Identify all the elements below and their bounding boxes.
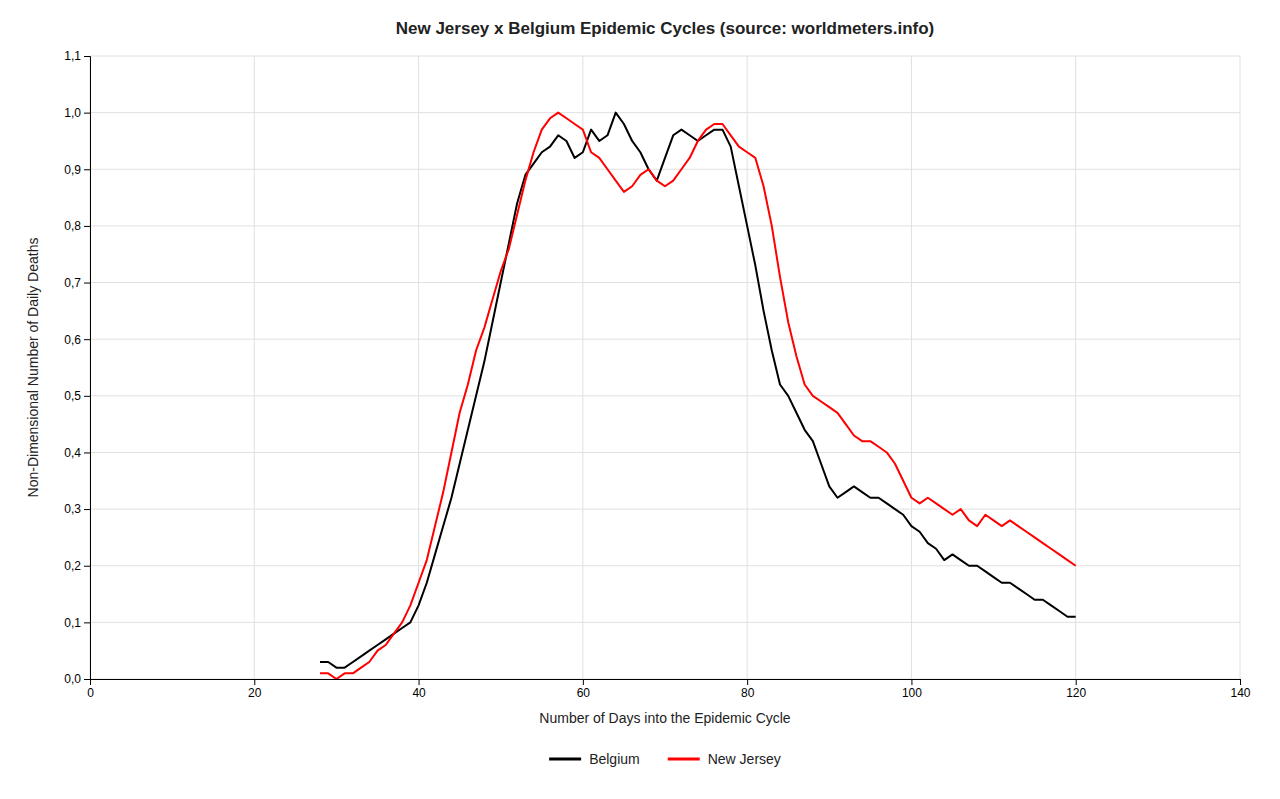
y-tick-mark [84,56,90,57]
y-axis-line [84,57,91,680]
y-tick: 0,6 [64,333,90,347]
grid [90,56,1240,679]
y-tick-label: 0,8 [64,219,81,233]
y-axis: 0,0 0,1 0,2 0,3 0,4 0,5 0,6 0,7 0,8 0,9 1,0 1,1 [64,49,90,686]
y-tick: 0,7 [64,276,90,290]
x-tick-mark [747,679,748,685]
x-grid-line [254,56,255,679]
y-grid-line [90,452,1240,453]
y-tick-mark [84,509,90,510]
y-grid-line [90,509,1240,510]
legend-label: Belgium [589,751,640,767]
x-grid-line [1240,56,1241,679]
y-tick-label: 0,1 [64,616,81,630]
y-tick-label: 0,5 [64,389,81,403]
y-grid-line [90,225,1240,226]
y-grid-line [90,339,1240,340]
x-tick-mark [583,679,584,685]
y-tick: 0,3 [64,502,90,516]
y-tick-label: 0,3 [64,502,81,516]
x-tick-label: 40 [412,686,426,700]
legend-swatch [549,758,581,761]
y-tick-mark [84,113,90,114]
x-tick-label: 140 [1230,686,1250,700]
y-tick: 0,9 [64,163,90,177]
x-grid-line [747,56,748,679]
y-tick-label: 1,0 [64,106,81,120]
y-tick: 1,1 [64,49,90,63]
y-grid-line [90,622,1240,623]
x-axis-title: Number of Days into the Epidemic Cycle [539,710,791,726]
legend-swatch [668,758,700,761]
y-tick-mark [84,396,90,397]
plot-area [320,113,1076,679]
y-tick: 0,2 [64,559,90,573]
y-grid-line [90,395,1240,396]
y-tick-label: 0,0 [64,672,81,686]
x-tick: 0 [87,679,94,700]
x-tick-mark [254,679,255,685]
x-tick: 140 [1230,679,1250,700]
y-grid-line [90,56,1240,57]
y-tick: 1,0 [64,106,90,120]
series-line [320,113,1076,668]
x-tick-label: 80 [741,686,755,700]
x-tick-label: 60 [577,686,591,700]
y-grid-line [90,565,1240,566]
x-tick: 40 [412,679,426,700]
y-tick: 0,0 [64,672,90,686]
y-tick-mark [84,283,90,284]
x-tick: 20 [248,679,262,700]
series-line [320,113,1076,679]
y-tick-mark [84,679,90,680]
y-tick: 0,1 [64,616,90,630]
x-tick: 80 [741,679,755,700]
y-tick-mark [84,169,90,170]
y-tick-label: 0,9 [64,163,81,177]
y-axis-title: Non-Dimensional Number of Daily Deaths [25,238,41,498]
x-tick-mark [911,679,912,685]
x-tick: 120 [1066,679,1086,700]
y-tick-mark [84,452,90,453]
y-tick-label: 0,2 [64,559,81,573]
y-tick-label: 1,1 [64,49,81,63]
x-tick-label: 20 [248,686,262,700]
x-tick: 100 [902,679,922,700]
y-tick-label: 0,4 [64,446,81,460]
legend-entry: Belgium [549,751,640,767]
x-axis-line [91,680,1241,686]
x-tick-label: 100 [902,686,922,700]
x-grid-line [1075,56,1076,679]
y-tick-label: 0,6 [64,333,81,347]
y-tick-mark [84,566,90,567]
y-tick-mark [84,226,90,227]
y-tick: 0,8 [64,219,90,233]
x-tick-mark [419,679,420,685]
legend-entry: New Jersey [668,751,781,767]
x-grid-line [911,56,912,679]
x-tick-label: 0 [87,686,94,700]
x-tick-label: 120 [1066,686,1086,700]
y-grid-line [90,169,1240,170]
y-tick: 0,5 [64,389,90,403]
legend: Belgium New Jersey [549,751,781,767]
x-axis: 0 20 40 60 80 100 120 140 [87,679,1251,700]
x-tick-mark [1076,679,1077,685]
title: New Jersey x Belgium Epidemic Cycles (so… [396,19,935,38]
y-grid-line [90,112,1240,113]
x-tick: 60 [577,679,591,700]
y-tick-label: 0,7 [64,276,81,290]
y-tick: 0,4 [64,446,90,460]
x-tick-mark [1240,679,1241,685]
legend-label: New Jersey [708,751,781,767]
y-tick-mark [84,339,90,340]
y-grid-line [90,282,1240,283]
y-tick-mark [84,622,90,623]
chart: 0204060801001201400,00,10,20,30,40,50,60… [0,0,1280,799]
